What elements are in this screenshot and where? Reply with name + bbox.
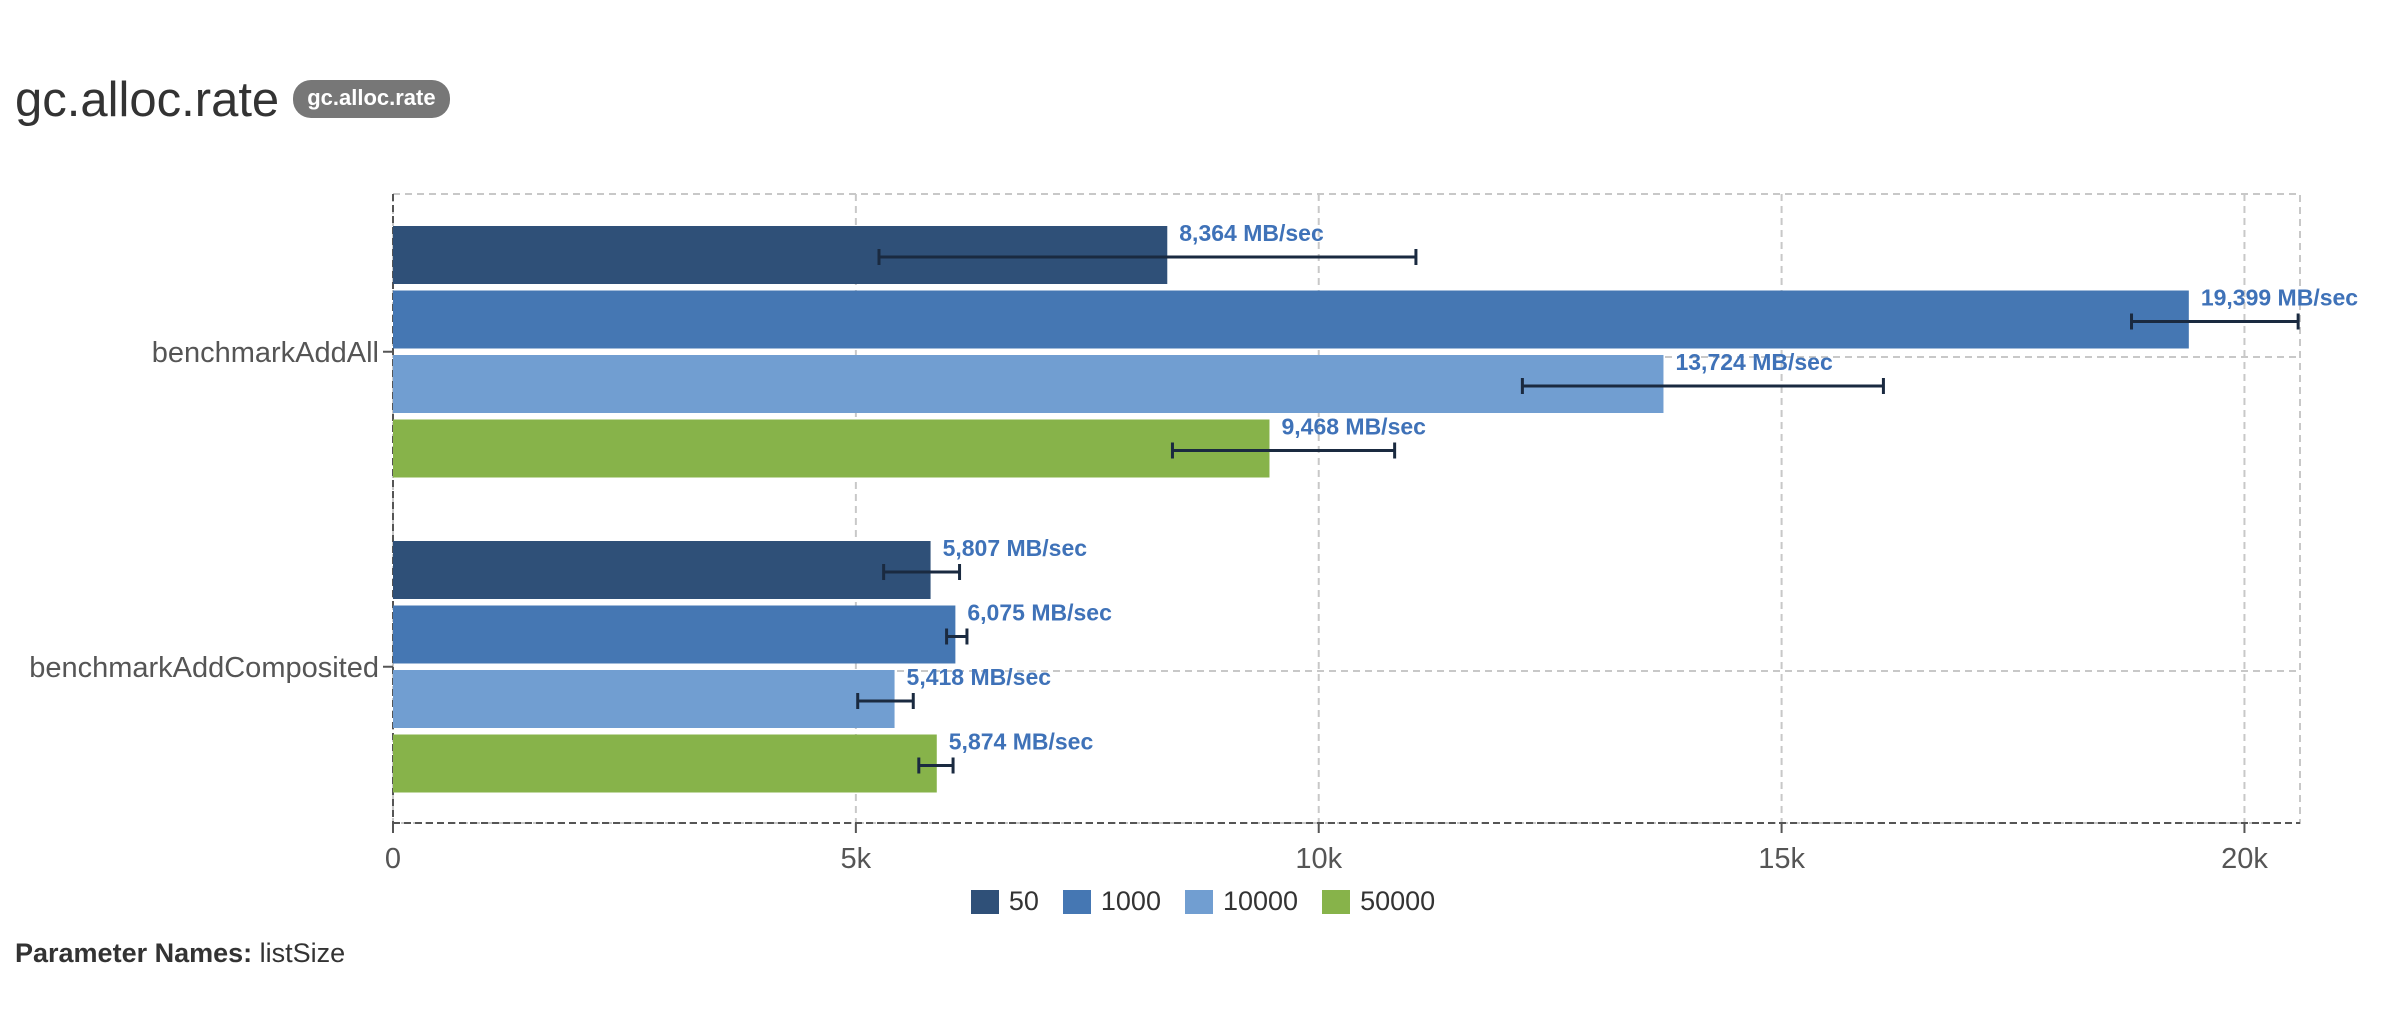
parameter-names-label: Parameter Names: (15, 938, 253, 968)
legend-item[interactable]: 50 (970, 886, 1039, 917)
legend-label: 50 (1008, 886, 1039, 916)
data-label: 9,468 MB/sec (1281, 414, 1426, 440)
bar (393, 605, 956, 664)
category-label: benchmarkAddComposited (29, 652, 379, 684)
bar (393, 226, 1168, 284)
bar (393, 734, 937, 793)
plot-frame (392, 193, 2301, 824)
legend-item[interactable]: 50000 (1322, 886, 1435, 917)
legend-item[interactable]: 10000 (1184, 886, 1299, 917)
data-label: 5,418 MB/sec (907, 664, 1052, 690)
x-tick-label: 15k (1758, 843, 1805, 875)
legend-swatch (1062, 889, 1091, 914)
legend-item[interactable]: 1000 (1062, 886, 1161, 917)
x-tick-label: 5k (841, 843, 872, 875)
x-tick-label: 20k (2221, 843, 2268, 875)
data-label: 5,874 MB/sec (949, 729, 1094, 755)
bar (393, 290, 2189, 349)
data-label: 19,399 MB/sec (2201, 285, 2358, 311)
chart-legend: 50 1000 10000 50000 (0, 886, 2406, 917)
data-label: 13,724 MB/sec (1675, 349, 1832, 375)
legend-swatch (1184, 889, 1213, 914)
legend-label: 50000 (1360, 886, 1436, 916)
data-label: 5,807 MB/sec (943, 535, 1088, 561)
chart-title: gc.alloc.rate (15, 73, 280, 127)
legend-label: 1000 (1100, 886, 1161, 916)
x-tick-label: 10k (1295, 843, 1342, 875)
bar-chart: 0 5k 10k 15k 20k benchmarkAddAll 8,364 MB/sec 1… (29, 193, 2358, 875)
bar (393, 419, 1270, 478)
parameter-names: Parameter Names: listSize (15, 938, 345, 969)
legend-swatch (970, 889, 999, 914)
data-label: 6,075 MB/sec (967, 600, 1112, 626)
bar (393, 355, 1664, 413)
x-tick-label: 0 (385, 843, 401, 875)
bar (393, 670, 895, 728)
legend-swatch (1322, 889, 1351, 914)
bar (393, 541, 931, 599)
legend-label: 10000 (1222, 886, 1299, 916)
data-label: 8,364 MB/sec (1179, 220, 1324, 246)
metric-badge: gc.alloc.rate (293, 80, 450, 118)
category-label: benchmarkAddAll (152, 337, 379, 369)
parameter-names-value: listSize (259, 938, 346, 968)
